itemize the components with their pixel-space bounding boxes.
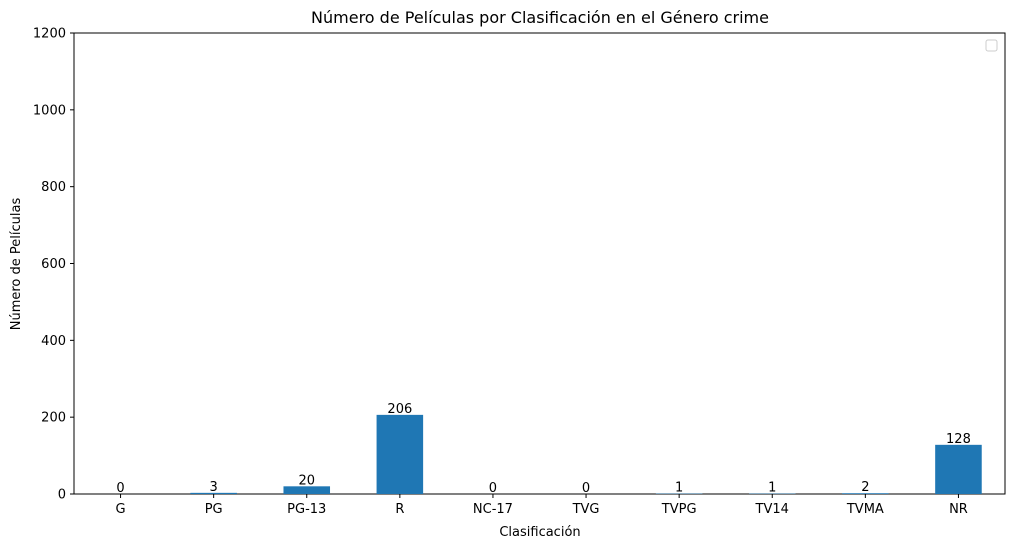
bars [190,414,982,494]
bar-value-label: 206 [387,402,412,417]
bar [842,493,889,494]
bar [283,486,331,494]
y-tick-label: 400 [41,334,66,349]
bar-value-label: 3 [210,480,218,495]
legend-box [985,39,998,52]
x-tick-label: TV14 [755,502,789,517]
y-axis-label: Número de Películas [9,198,24,331]
y-axis-ticks: 0 200 400 600 800 1000 1200 [33,27,74,503]
bar-value-label: 0 [116,481,124,496]
x-axis-ticks: G PG PG-13 R NC-17 TVG TVPG TV14 TVMA NR [116,494,968,517]
bar-value-label: 1 [768,481,776,496]
y-tick-label: 1000 [33,103,66,118]
x-tick-label: TVG [572,502,600,517]
bar-value-label: 2 [861,480,869,495]
y-tick-label: 1200 [33,27,66,42]
x-tick-label: TVMA [846,502,884,517]
x-tick-label: PG-13 [287,502,326,517]
bar-value-label: 1 [675,481,683,496]
x-tick-label: TVPG [661,502,697,517]
y-tick-label: 200 [41,411,66,426]
bar [376,414,424,494]
bar [190,492,237,494]
x-tick-label: R [395,502,404,517]
x-tick-label: NC-17 [473,502,513,517]
plot-frame [73,32,1006,495]
bar [935,444,982,494]
bar-value-label: 0 [582,481,590,496]
bar-value-label: 20 [298,473,315,488]
x-tick-label: G [116,502,126,517]
bar-value-label: 0 [489,481,497,496]
bar-value-label: 128 [946,432,971,447]
bar-value-labels: 0 3 20 206 0 0 1 1 2 128 [116,402,970,496]
x-tick-label: NR [949,502,968,517]
y-tick-label: 0 [58,488,66,503]
y-tick-label: 600 [41,257,66,272]
x-tick-label: PG [205,502,223,517]
x-axis-label: Clasificación [499,525,580,540]
y-tick-label: 800 [41,180,66,195]
chart-title: Número de Películas por Clasificación en… [311,8,769,27]
